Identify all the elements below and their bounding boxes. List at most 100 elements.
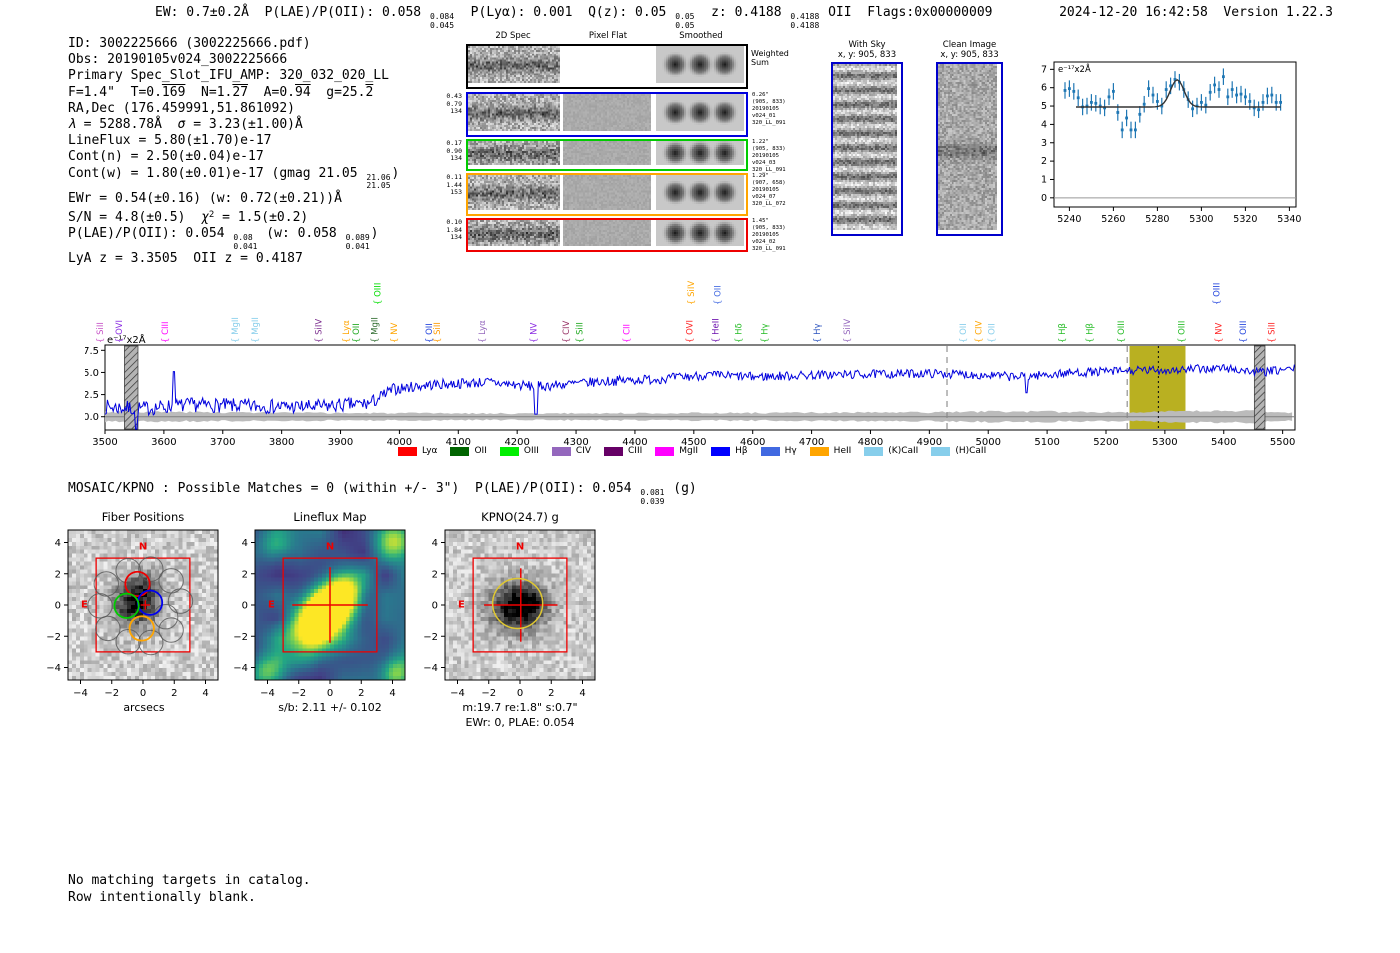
info-line: LyA z = 3.3505 OII z = 0.4187 (68, 251, 303, 267)
spec2d-strip-spec (468, 175, 560, 210)
cutout-column-title: With Sky x, y: 905, 833 (837, 40, 897, 60)
svg-text:−4: −4 (233, 663, 248, 674)
masked-band (1253, 345, 1266, 430)
weighted-fiber-circle (124, 570, 151, 597)
svg-text:2: 2 (548, 688, 554, 699)
emission-line-label: { SiIV (843, 319, 853, 343)
emission-line-label: { MgII (251, 317, 261, 343)
svg-text:−2: −2 (291, 688, 306, 699)
svg-text:4000: 4000 (387, 437, 412, 448)
emission-line-label: { Lyα (478, 320, 488, 343)
svg-text:−2: −2 (233, 632, 248, 643)
extraction-box (282, 557, 378, 653)
fiber-circle (95, 615, 121, 642)
emission-line-label: { Hβ (1058, 323, 1068, 343)
emission-line-label: { SiII (96, 322, 106, 343)
footer-notes: No matching targets in catalog. Row inten… (68, 873, 311, 906)
svg-text:4: 4 (242, 538, 248, 549)
header-summary: EW: 0.7±0.2Å P(LAE)/P(OII): 0.058 0.084 0… (155, 5, 993, 30)
svg-text:−2: −2 (481, 688, 496, 699)
masked-band (124, 345, 139, 430)
emission-line-label: { OII (988, 323, 998, 343)
svg-text:4300: 4300 (563, 437, 588, 448)
info-line: RA,Dec (176.459991,51.861092) (68, 100, 295, 116)
svg-text:4400: 4400 (622, 437, 647, 448)
svg-text:4200: 4200 (504, 437, 529, 448)
info-line: S/N = 4.8(±0.5) χ2 = 1.5(±0.2) (68, 209, 309, 225)
info-line: LineFlux = 5.80(±1.70)e-17 (68, 133, 272, 149)
svg-text:4500: 4500 (681, 437, 706, 448)
spec2d-strip-flat (563, 94, 651, 131)
svg-text:5100: 5100 (1034, 437, 1059, 448)
svg-text:−4: −4 (450, 688, 465, 699)
panel-title-lineflux: Lineflux Map (293, 510, 367, 524)
cutout-column-box (936, 62, 1003, 236)
weighted-fiber-circle (136, 589, 164, 616)
stacked-uncertainty: 21.06 21.05 (366, 172, 391, 191)
emission-line-label: { OIII (1117, 321, 1127, 343)
svg-text:e⁻¹⁷x2Å: e⁻¹⁷x2Å (1058, 63, 1091, 75)
cutout-column-title: Clean Image x, y: 905, 833 (940, 40, 999, 60)
catalog-match-line: MOSAIC/KPNO : Possible Matches = 0 (with… (68, 481, 697, 506)
spec2d-row-annotation: 1.22" (905, 833) 20190105 v024_03 320_LL_091 (752, 139, 786, 173)
legend-item: (K)CaII (864, 446, 918, 456)
svg-text:−2: −2 (104, 688, 119, 699)
detection-info-block: ID: 3002225666 (3002225666.pdf) Obs: 2019… (68, 36, 399, 267)
emission-line-label: { Hδ (735, 323, 745, 343)
svg-text:7: 7 (1041, 64, 1047, 75)
legend-item: CIII (604, 446, 642, 456)
emission-line-label: { OIII (374, 283, 384, 305)
spec2d-strip-spec (468, 220, 560, 246)
legend-swatch (760, 446, 780, 456)
svg-text:4: 4 (579, 688, 585, 699)
svg-text:0: 0 (242, 601, 248, 612)
fiber-circle (115, 557, 141, 584)
emission-line-label: { Hγ (813, 323, 823, 343)
svg-text:5: 5 (1041, 101, 1047, 112)
legend-swatch (655, 446, 675, 456)
svg-text:5500: 5500 (1270, 437, 1295, 448)
svg-text:−4: −4 (46, 663, 61, 674)
info-line: F=1.4" T=0.169 N=1.27 A=0.94 g=25.2 (68, 84, 374, 100)
weighted-fiber-circle (113, 592, 140, 619)
svg-text:4900: 4900 (917, 437, 942, 448)
svg-text:5300: 5300 (1189, 214, 1213, 225)
emission-line-label: { SiII (433, 322, 443, 343)
spec2d-column-title: Smoothed (679, 31, 723, 41)
spec2d-row-weights: 0.10 1.84 134 (446, 218, 462, 242)
svg-text:5200: 5200 (1093, 437, 1118, 448)
header-timestamp-version: 2024-12-20 16:42:58 Version 1.22.3 (1059, 5, 1333, 20)
svg-text:5280: 5280 (1145, 214, 1169, 225)
spectrum-legend: Lyα OII OIII CIV CIII MgII Hβ Hγ HeII (K)CaII (H)C… (398, 446, 999, 456)
legend-item: MgII (655, 446, 698, 456)
svg-text:0: 0 (55, 601, 61, 612)
legend-swatch (551, 446, 571, 456)
svg-text:−2: −2 (46, 632, 61, 643)
cutout-column-image-clean (938, 64, 997, 230)
svg-text:2: 2 (358, 688, 364, 699)
svg-text:0: 0 (432, 601, 438, 612)
legend-swatch (499, 446, 519, 456)
info-line: EWr = 0.54(±0.16) (w: 0.72(±0.21))Å (68, 190, 342, 206)
emission-line-label: { NV (1214, 323, 1224, 343)
svg-text:−4: −4 (423, 663, 438, 674)
emission-line-label: { Hβ (1085, 323, 1095, 343)
legend-swatch (864, 446, 884, 456)
svg-text:5340: 5340 (1277, 214, 1301, 225)
aperture-circle (491, 577, 544, 630)
footer-line: Row intentionally blank. (68, 889, 256, 905)
svg-text:4: 4 (389, 688, 395, 699)
legend-item: OIII (499, 446, 539, 456)
spec2d-row-weights: 0.43 0.79 134 (446, 92, 462, 116)
spec2d-strip-smooth (656, 46, 744, 83)
svg-text:e⁻¹⁷x2Å: e⁻¹⁷x2Å (107, 333, 146, 346)
spec2d-row-weights: 0.17 0.90 134 (446, 139, 462, 163)
spec2d-strip-flat (563, 141, 651, 165)
emission-line-label: { HeII (712, 318, 722, 343)
svg-text:4: 4 (55, 538, 61, 549)
fiber-circle (138, 556, 164, 582)
svg-text:4100: 4100 (446, 437, 471, 448)
svg-text:2: 2 (1041, 156, 1047, 167)
